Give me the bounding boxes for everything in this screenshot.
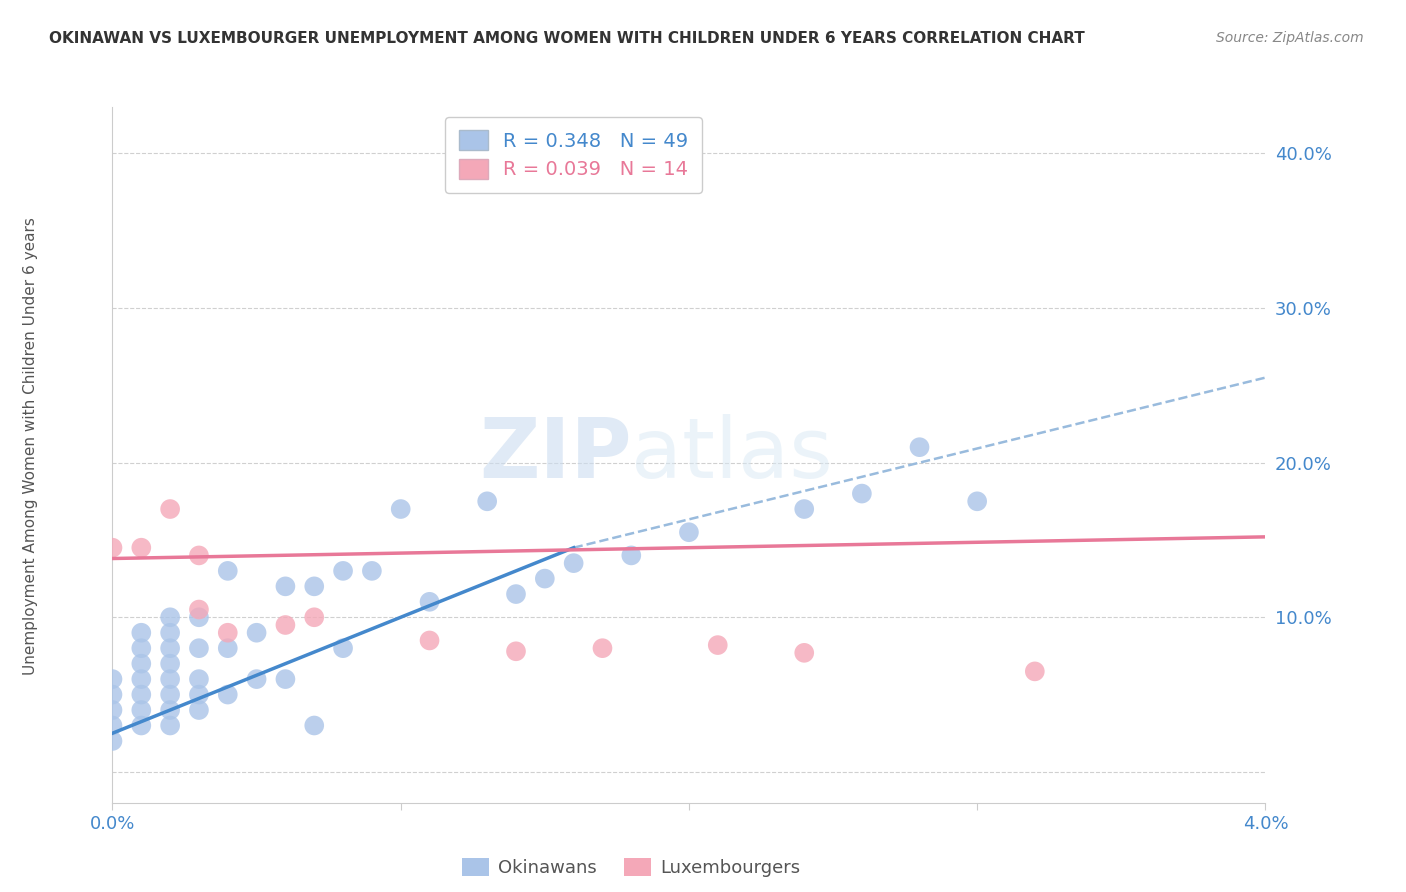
Point xyxy=(159,502,181,516)
Point xyxy=(129,718,153,732)
Point xyxy=(966,494,988,508)
Point xyxy=(217,641,239,656)
Point xyxy=(332,564,354,578)
Point xyxy=(129,703,153,717)
Point xyxy=(188,610,211,624)
Point xyxy=(217,625,239,640)
Point xyxy=(475,494,498,508)
Point xyxy=(101,703,124,717)
Point xyxy=(533,572,555,586)
Text: Source: ZipAtlas.com: Source: ZipAtlas.com xyxy=(1216,31,1364,45)
Point xyxy=(188,641,211,656)
Point xyxy=(274,579,297,593)
Point xyxy=(793,646,815,660)
Point xyxy=(707,638,730,652)
Point xyxy=(101,541,124,555)
Point xyxy=(129,688,153,702)
Point xyxy=(505,644,527,658)
Point xyxy=(101,734,124,748)
Point xyxy=(389,502,412,516)
Text: OKINAWAN VS LUXEMBOURGER UNEMPLOYMENT AMONG WOMEN WITH CHILDREN UNDER 6 YEARS CO: OKINAWAN VS LUXEMBOURGER UNEMPLOYMENT AM… xyxy=(49,31,1085,46)
Point xyxy=(129,625,153,640)
Point xyxy=(562,556,585,570)
Point xyxy=(332,641,354,656)
Point xyxy=(101,672,124,686)
Point xyxy=(245,672,267,686)
Point xyxy=(245,625,267,640)
Point xyxy=(159,688,181,702)
Point xyxy=(159,718,181,732)
Point xyxy=(159,657,181,671)
Point xyxy=(159,610,181,624)
Point xyxy=(129,657,153,671)
Point xyxy=(217,564,239,578)
Point xyxy=(217,688,239,702)
Point xyxy=(159,625,181,640)
Point xyxy=(274,672,297,686)
Point xyxy=(101,688,124,702)
Point xyxy=(304,579,326,593)
Point xyxy=(620,549,643,563)
Point xyxy=(908,440,931,454)
Point xyxy=(129,641,153,656)
Point xyxy=(188,688,211,702)
Legend: Okinawans, Luxembourgers: Okinawans, Luxembourgers xyxy=(456,850,807,884)
Point xyxy=(678,525,700,540)
Point xyxy=(188,703,211,717)
Point xyxy=(188,549,211,563)
Point xyxy=(304,718,326,732)
Point xyxy=(505,587,527,601)
Point xyxy=(274,618,297,632)
Text: Unemployment Among Women with Children Under 6 years: Unemployment Among Women with Children U… xyxy=(24,217,38,675)
Point xyxy=(129,672,153,686)
Text: atlas: atlas xyxy=(631,415,832,495)
Point xyxy=(592,641,614,656)
Point xyxy=(419,633,441,648)
Point xyxy=(851,486,873,500)
Point xyxy=(159,703,181,717)
Point xyxy=(793,502,815,516)
Point xyxy=(159,641,181,656)
Point xyxy=(159,672,181,686)
Text: ZIP: ZIP xyxy=(479,415,631,495)
Point xyxy=(188,672,211,686)
Point xyxy=(419,595,441,609)
Point xyxy=(129,541,153,555)
Point xyxy=(1024,665,1046,679)
Point xyxy=(188,602,211,616)
Point xyxy=(304,610,326,624)
Point xyxy=(360,564,382,578)
Point xyxy=(101,718,124,732)
